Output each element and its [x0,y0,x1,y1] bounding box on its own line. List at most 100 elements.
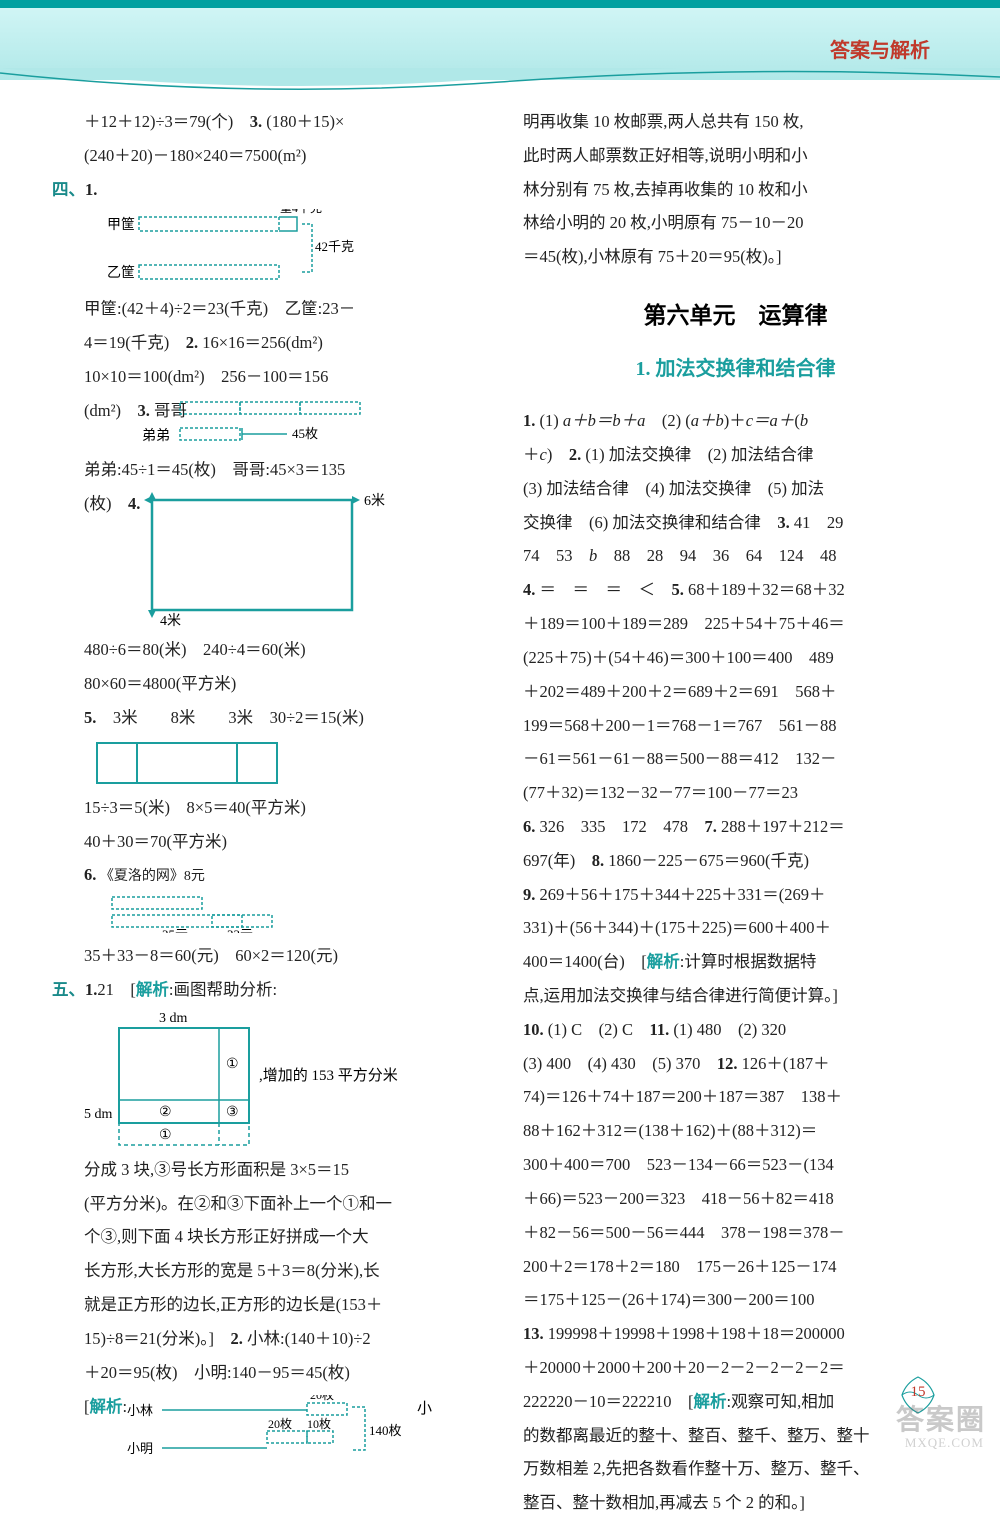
svg-text:10枚: 10枚 [307,1416,331,1431]
content-area: ＋12＋12)÷3＝79(个) 3. (180＋15)× (240＋20)－18… [0,105,1000,1403]
text-line: 4＝19(千克) 2. 16×16＝256(dm²) [52,326,487,360]
diagram-rect: 6米 4米 [142,490,402,630]
text-line: (240＋20)－180×240＝7500(m²) [52,139,487,173]
text-line: (77＋32)＝132－32－77＝100－77＝23 [523,776,948,810]
text-line: ＋82－56＝500－56＝444 378－198＝378－ [523,1216,948,1250]
diagram-square: 3 dm ① ② ③ ① 5 dm ,增加的 153 平方分米 [84,1010,444,1150]
text-line: 35＋33－8＝60(元) 60×2＝120(元) [52,939,487,973]
svg-text:③: ③ [226,1105,239,1120]
text-line: 400＝1400(台) [解析:计算时根据数据特 [523,945,948,979]
svg-text:重4千克: 重4千克 [280,209,322,215]
text-line: ＋c) 2. (1) 加法交换律 (2) 加法结合律 [523,438,948,472]
svg-text:35元: 35元 [162,927,188,933]
text-line: 四、1. [52,173,487,207]
svg-text:,增加的 153 平方分米: ,增加的 153 平方分米 [259,1067,398,1084]
text-line: 明再收集 10 枚邮票,两人总共有 150 枚, [523,105,948,139]
sub-title: 1. 加法交换律和结合律 [523,349,948,390]
text-line: 的数都离最近的整十、整百、整千、整万、整十 [523,1419,948,1453]
svg-text:42千克: 42千克 [315,239,354,254]
text-line: 弟弟:45÷1＝45(枚) 哥哥:45×3＝135 [52,453,487,487]
text-line: 4. ＝ ＝ ＝ ＜ 5. 68＋189＋32＝68＋32 [523,573,948,607]
text-line: 199＝568＋200－1＝768－1＝767 561－88 [523,709,948,743]
unit-title: 第六单元 运算律 [523,292,948,339]
header-title: 答案与解析 [830,34,930,63]
svg-text:甲筐: 甲筐 [107,216,135,233]
diagram-stamps: 小林 20枚 小明 20枚 10枚 140枚 小 [107,1395,487,1465]
text-line: 长方形,大长方形的宽是 5＋3＝8(分米),长 [52,1254,487,1288]
text-line: ＋20000＋2000＋200＋20－2－2－2－2－2＝ [523,1351,948,1385]
svg-text:①: ① [226,1057,239,1072]
text-line: (3) 加法结合律 (4) 加法交换律 (5) 加法 [523,472,948,506]
text-line: 林给小明的 20 枚,小明原有 75－10－20 [523,206,948,240]
svg-text:5 dm: 5 dm [84,1107,113,1122]
watermark: 答案圈 [896,1398,986,1438]
text-line: 15)÷8＝21(分米)。] 2. 小林:(140＋10)÷2 [52,1322,487,1356]
text-line: －61＝561－61－88＝500－88＝412 132－ [523,742,948,776]
svg-text:小: 小 [417,1400,432,1417]
text-line: 697(年) 8. 1860－225－675＝960(千克) [523,844,948,878]
text-line: 80×60＝4800(平方米) [52,667,487,701]
text-line: 40＋30＝70(平方米) [52,825,487,859]
svg-text:140枚: 140枚 [369,1423,402,1438]
diagram-book: 35元 33元 [107,895,327,933]
svg-text:6米: 6米 [364,493,385,509]
diagram-three-rects [92,738,332,788]
text-line: 分成 3 块,③号长方形面积是 3×5＝15 [52,1153,487,1187]
text-line: 200＋2＝178＋2＝180 175－26＋125－174 [523,1250,948,1284]
diagram-baskets: 甲筐 重4千克 乙筐 42千克 [107,209,367,289]
svg-text:小明: 小明 [127,1441,153,1456]
text-line: 6. 326 335 172 478 7. 288＋197＋212＝ [523,810,948,844]
text-line: 个③,则下面 4 块长方形正好拼成一个大 [52,1220,487,1254]
text-line: ＋20＝95(枚) 小明:140－95＝45(枚) [52,1356,487,1390]
text-line: 5. 3米 8米 3米 30÷2＝15(米) [52,701,487,735]
text-line: 9. 269＋56＋175＋344＋225＋331＝(269＋ [523,878,948,912]
svg-text:20枚: 20枚 [268,1416,292,1431]
svg-text:小林: 小林 [127,1403,153,1418]
text-line: 331)＋(56＋344)＋(175＋225)＝600＋400＋ [523,911,948,945]
text-line: (3) 400 (4) 430 (5) 370 12. 126＋(187＋ [523,1047,948,1081]
text-line: 10×10＝100(dm²) 256－100＝156 [52,360,487,394]
text-line: (平方分米)。在②和③下面补上一个①和一 [52,1187,487,1221]
text-line: 甲筐:(42＋4)÷2＝23(千克) 乙筐:23－ [52,292,487,326]
text-line: 五、1.21 [解析:画图帮助分析: [52,973,487,1007]
text-line: 13. 199998＋19998＋1998＋198＋18＝200000 [523,1317,948,1351]
text-line: 点,运用加法交换律与结合律进行简便计算。] [523,979,948,1013]
text-line: 74)＝126＋74＋187＝200＋187＝387 138＋ [523,1080,948,1114]
svg-text:3 dm: 3 dm [159,1011,188,1026]
text-line: (225＋75)＋(54＋46)＝300＋100＝400 489 [523,641,948,675]
svg-text:45枚: 45枚 [292,426,318,441]
text-line: 88＋162＋312＝(138＋162)＋(88＋312)＝ [523,1114,948,1148]
text-line: 1. (1) a＋b＝b＋a (2) (a＋b)＋c＝a＋(b [523,404,948,438]
text-line: ＋189＝100＋189＝289 225＋54＋75＋46＝ [523,607,948,641]
text-line: ＋202＝489＋200＋2＝689＋2＝691 568＋ [523,675,948,709]
svg-text:弟弟: 弟弟 [142,428,170,444]
text-line: ＋66)＝523－200＝323 418－56＋82＝418 [523,1182,948,1216]
text-line: 222220－10＝222210 [解析:观察可知,相加 [523,1385,948,1419]
text-line: ＋12＋12)÷3＝79(个) 3. (180＋15)× [52,105,487,139]
text-line: 6. 《夏洛的网》8元 [52,858,487,892]
text-line: 300＋400＝700 523－134－66＝523－(134 [523,1148,948,1182]
text-line: 就是正方形的边长,正方形的边长是(153＋ [52,1288,487,1322]
text-line: 整百、整十数相加,再减去 5 个 2 的和。] [523,1486,948,1520]
watermark-sub: MXQE.COM [905,1435,984,1451]
svg-text:①: ① [159,1128,172,1143]
text-line: 此时两人邮票数正好相等,说明小明和小 [523,139,948,173]
text-line: ＝175＋125－(26＋174)＝300－200＝100 [523,1283,948,1317]
svg-text:乙筐: 乙筐 [107,264,135,281]
right-column: 明再收集 10 枚邮票,两人总共有 150 枚, 此时两人邮票数正好相等,说明小… [505,105,960,1403]
text-line: 15÷3＝5(米) 8×5＝40(平方米) [52,791,487,825]
text-line: ＝45(枚),小林原有 75＋20＝95(枚)。] [523,240,948,274]
text-line: 74 53 b 88 28 94 36 64 124 48 [523,539,948,573]
text-line: 交换律 (6) 加法交换律和结合律 3. 41 29 [523,506,948,540]
left-column: ＋12＋12)÷3＝79(个) 3. (180＋15)× (240＋20)－18… [40,105,505,1403]
svg-text:20枚: 20枚 [310,1395,334,1402]
text-line: 10. (1) C (2) C 11. (1) 480 (2) 320 [523,1013,948,1047]
svg-text:33元: 33元 [227,927,253,933]
top-border [0,0,1000,8]
wave-divider [0,68,1000,98]
svg-text:②: ② [159,1105,172,1120]
svg-text:4米: 4米 [160,613,181,629]
text-line: 林分别有 75 枚,去掉再收集的 10 枚和小 [523,173,948,207]
text-line: 万数相差 2,先把各数看作整十万、整万、整千、 [523,1452,948,1486]
text-line: 480÷6＝80(米) 240÷4＝60(米) [52,633,487,667]
